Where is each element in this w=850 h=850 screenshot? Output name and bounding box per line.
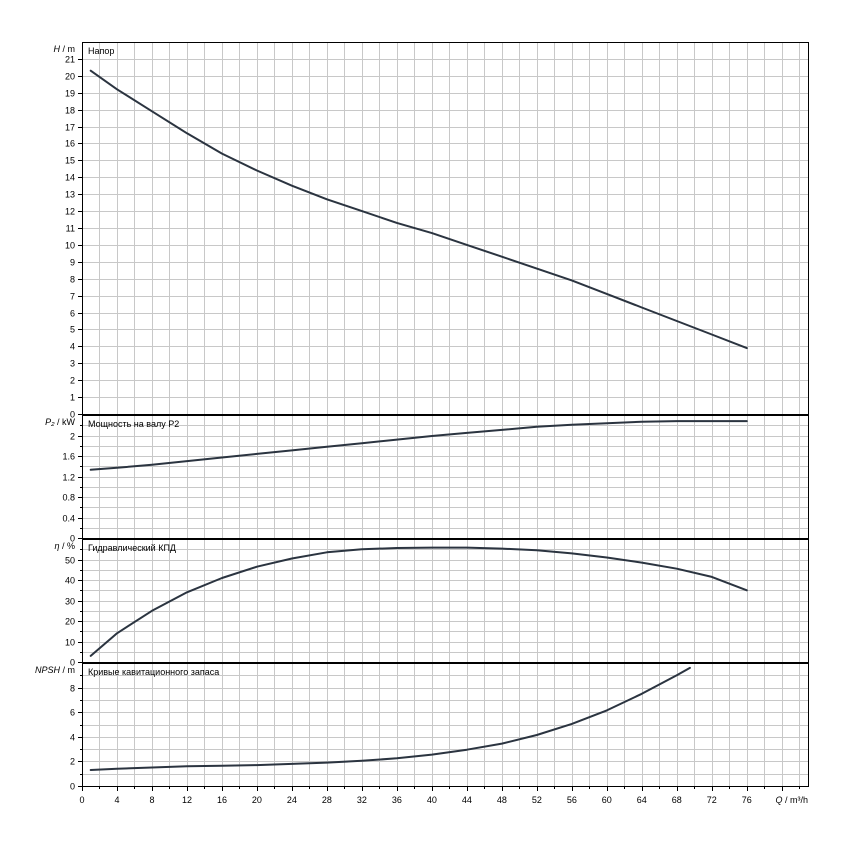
x-tick-label: 0	[79, 795, 84, 805]
npsh-y-tick-label: 6	[70, 708, 75, 718]
npsh-y-tick-label: 0	[70, 782, 75, 792]
power-y-tick-label: 2	[70, 432, 75, 442]
npsh-y-axis-label: NPSH / m	[35, 665, 75, 675]
npsh-panel-frame	[82, 663, 809, 787]
x-tick-label: 60	[602, 795, 612, 805]
head-y-tick-label: 9	[70, 258, 75, 268]
power-panel-title: Мощность на валу P2	[88, 419, 179, 429]
head-y-tick-label: 16	[65, 139, 75, 149]
x-tick-label: 48	[497, 795, 507, 805]
head-y-tick-label: 21	[65, 55, 75, 65]
x-tick-label: 12	[182, 795, 192, 805]
x-tick-label: 64	[637, 795, 647, 805]
x-tick-label: 72	[707, 795, 717, 805]
head-y-tick-label: 5	[70, 325, 75, 335]
head-panel-title: Напор	[88, 46, 114, 56]
npsh-y-tick-label: 4	[70, 733, 75, 743]
head-y-tick-label: 11	[66, 224, 75, 234]
head-y-tick-label: 8	[70, 275, 75, 285]
x-tick-label: 68	[672, 795, 682, 805]
x-tick-label: 56	[567, 795, 577, 805]
power-y-axis-label: P₂ / kW	[45, 417, 75, 427]
head-y-tick-label: 17	[65, 123, 75, 133]
power-y-tick-label: 1.2	[62, 473, 75, 483]
label-layer: 0123456789101112131415161718192021НапорH…	[35, 44, 808, 805]
head-y-tick-label: 14	[65, 173, 75, 183]
x-tick-label: 44	[462, 795, 472, 805]
x-axis-label: Q / m³/h	[775, 795, 808, 805]
efficiency-y-tick-label: 40	[65, 576, 75, 586]
efficiency-y-tick-label: 20	[65, 617, 75, 627]
frame-layer	[78, 42, 809, 791]
power-y-tick-label: 0.8	[62, 493, 75, 503]
x-tick-label: 8	[149, 795, 154, 805]
head-y-tick-label: 3	[70, 359, 75, 369]
efficiency-y-tick-label: 30	[65, 597, 75, 607]
x-tick-label: 52	[532, 795, 542, 805]
efficiency-panel-title: Гидравлический КПД	[88, 543, 176, 553]
x-tick-label: 28	[322, 795, 332, 805]
power-y-tick-label: 0.4	[62, 514, 75, 524]
x-tick-label: 32	[357, 795, 367, 805]
curve-layer	[89, 69, 748, 771]
efficiency-y-axis-label: η / %	[54, 541, 75, 551]
x-tick-label: 36	[392, 795, 402, 805]
power-panel-frame	[82, 415, 809, 539]
x-tick-label: 40	[427, 795, 437, 805]
x-tick-label: 4	[114, 795, 119, 805]
head-y-tick-label: 20	[65, 72, 75, 82]
x-tick-label: 20	[252, 795, 262, 805]
head-y-tick-label: 19	[65, 89, 75, 99]
power-curve	[89, 420, 748, 471]
head-y-tick-label: 12	[65, 207, 75, 217]
npsh-y-tick-label: 8	[70, 684, 75, 694]
npsh-curve	[89, 666, 691, 771]
head-y-axis-label: H / m	[54, 44, 76, 54]
x-tick-label: 24	[287, 795, 297, 805]
head-y-tick-label: 18	[65, 106, 75, 116]
power-y-tick-label: 1.6	[62, 452, 75, 462]
head-y-tick-label: 2	[70, 376, 75, 386]
efficiency-y-tick-label: 50	[65, 556, 75, 566]
head-panel-frame	[82, 42, 809, 415]
head-y-tick-label: 4	[70, 342, 75, 352]
head-y-tick-label: 10	[65, 241, 75, 251]
efficiency-y-tick-label: 10	[65, 638, 75, 648]
npsh-panel-title: Кривые кавитационного запаса	[88, 667, 219, 677]
head-curve	[89, 69, 748, 350]
head-y-tick-label: 6	[70, 309, 75, 319]
efficiency-curve	[89, 546, 748, 657]
x-tick-label: 16	[217, 795, 227, 805]
efficiency-panel-frame	[82, 539, 809, 663]
x-tick-label: 76	[742, 795, 752, 805]
head-y-tick-label: 15	[65, 156, 75, 166]
head-y-tick-label: 0	[70, 410, 75, 420]
head-y-tick-label: 13	[65, 190, 75, 200]
power-y-tick-label: 0	[70, 534, 75, 544]
head-y-tick-label: 7	[70, 292, 75, 302]
head-y-tick-label: 1	[70, 393, 75, 403]
efficiency-y-tick-label: 0	[70, 658, 75, 668]
npsh-y-tick-label: 2	[70, 757, 75, 767]
